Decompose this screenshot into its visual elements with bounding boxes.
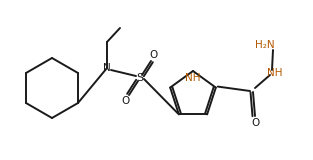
Text: N: N <box>103 63 111 73</box>
Text: NH: NH <box>185 73 201 83</box>
Text: H₂N: H₂N <box>255 40 275 50</box>
Text: NH: NH <box>267 68 283 78</box>
Text: S: S <box>136 73 144 83</box>
Text: O: O <box>150 50 158 60</box>
Text: O: O <box>251 118 259 128</box>
Text: O: O <box>122 96 130 106</box>
